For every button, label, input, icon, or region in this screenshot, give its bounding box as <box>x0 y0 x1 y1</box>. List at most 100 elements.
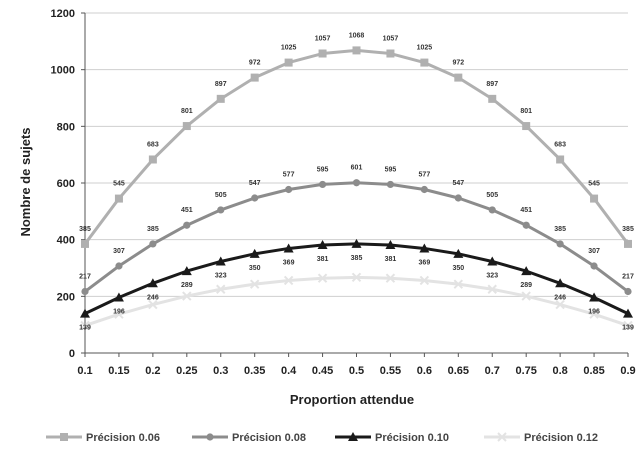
data-label: 972 <box>249 60 261 67</box>
legend-label: Précision 0.08 <box>232 432 306 444</box>
data-label: 601 <box>351 165 363 172</box>
marker-cross <box>521 291 531 301</box>
y-tick-label: 200 <box>57 291 75 303</box>
x-tick-label: 0.55 <box>380 365 401 377</box>
data-label: 451 <box>520 207 532 214</box>
marker-square <box>386 49 395 58</box>
data-label: 385 <box>554 226 566 233</box>
marker-cross <box>589 309 599 319</box>
marker-square <box>352 46 361 55</box>
marker-cross <box>623 320 633 331</box>
marker-cross <box>317 273 328 283</box>
data-label: 369 <box>419 259 431 266</box>
axes <box>81 12 629 357</box>
data-label: 547 <box>452 180 464 187</box>
marker-circle <box>522 221 530 229</box>
marker-triangle <box>348 432 358 441</box>
data-label: 595 <box>385 166 397 173</box>
marker-square <box>318 49 327 58</box>
marker-square <box>420 58 429 67</box>
data-label: 323 <box>215 272 227 279</box>
data-label: 897 <box>486 81 498 88</box>
marker-circle <box>624 287 632 296</box>
legend: Précision 0.06 Précision 0.08 Précision 0.… <box>46 432 598 444</box>
marker-square <box>148 155 157 164</box>
marker-circle <box>318 180 327 189</box>
data-labels: 385 545 683 801 897 972 1025 1057 1068 1057 1025 97… <box>79 32 634 331</box>
marker-cross <box>487 284 497 294</box>
series-2 <box>81 179 632 296</box>
data-label: 381 <box>317 256 329 263</box>
marker-triangle <box>623 308 633 318</box>
x-tick-label: 0.75 <box>515 365 536 377</box>
data-label: 801 <box>520 108 532 115</box>
marker-square <box>60 433 68 441</box>
y-tick-label: 400 <box>57 235 75 247</box>
legend-label: Précision 0.06 <box>86 432 160 444</box>
data-label: 547 <box>249 180 261 187</box>
data-label: 385 <box>147 226 159 233</box>
data-label: 323 <box>486 272 498 279</box>
marker-cross <box>80 320 90 331</box>
marker-cross <box>114 309 124 319</box>
marker-cross <box>216 284 226 294</box>
marker-circle <box>454 194 462 202</box>
data-label: 139 <box>622 325 634 332</box>
marker-circle <box>420 185 428 194</box>
marker-triangle <box>351 238 362 248</box>
marker-square <box>624 239 632 248</box>
data-label: 350 <box>452 265 464 272</box>
marker-cross <box>283 275 294 286</box>
series-line <box>84 181 629 293</box>
data-label: 381 <box>385 256 397 263</box>
x-tick-labels: 0.1 0.15 0.2 0.25 0.3 0.35 0.4 0.45 0.5 0.55 0.6 0.… <box>77 365 635 377</box>
data-label: 505 <box>215 192 227 199</box>
y-axis-title: Nombre de sujets <box>18 127 33 236</box>
marker-cross <box>453 279 464 289</box>
marker-cross <box>148 299 158 310</box>
y-tick-label: 0 <box>69 348 75 360</box>
marker-square <box>250 73 259 82</box>
series-line <box>84 275 629 327</box>
x-axis-title: Proportion attendue <box>290 392 414 407</box>
data-label: 1057 <box>383 36 399 43</box>
marker-cross <box>497 432 507 442</box>
marker-square <box>556 155 565 164</box>
marker-circle <box>386 180 395 189</box>
data-label: 139 <box>79 325 91 332</box>
series-1 <box>81 46 632 248</box>
marker-triangle <box>521 266 532 276</box>
x-tick-label: 0.8 <box>552 365 567 377</box>
data-label: 1068 <box>349 32 365 39</box>
marker-circle <box>352 179 361 187</box>
data-label: 897 <box>215 81 227 88</box>
data-label: 545 <box>113 181 125 188</box>
data-label: 451 <box>181 207 193 214</box>
marker-triangle <box>317 240 328 250</box>
marker-triangle <box>215 256 226 266</box>
data-label: 683 <box>554 141 566 148</box>
marker-circle <box>556 240 564 248</box>
marker-square <box>454 73 463 82</box>
x-tick-label: 0.45 <box>312 365 333 377</box>
data-label: 196 <box>113 308 125 315</box>
marker-square <box>488 94 497 103</box>
marker-circle <box>217 206 225 214</box>
marker-circle <box>206 433 214 441</box>
marker-triangle <box>487 256 498 266</box>
marker-cross <box>419 275 430 286</box>
series-4 <box>80 272 633 331</box>
data-label: 246 <box>554 294 566 301</box>
marker-square <box>284 58 293 67</box>
x-tick-label: 0.3 <box>213 365 228 377</box>
marker-triangle <box>453 248 464 258</box>
series-layer <box>80 46 633 331</box>
data-label: 505 <box>486 192 498 199</box>
marker-square <box>114 194 123 203</box>
marker-triangle <box>113 292 124 302</box>
marker-circle <box>488 206 496 214</box>
x-tick-label: 0.35 <box>244 365 265 377</box>
x-tick-label: 0.9 <box>620 365 635 377</box>
data-label: 246 <box>147 294 159 301</box>
